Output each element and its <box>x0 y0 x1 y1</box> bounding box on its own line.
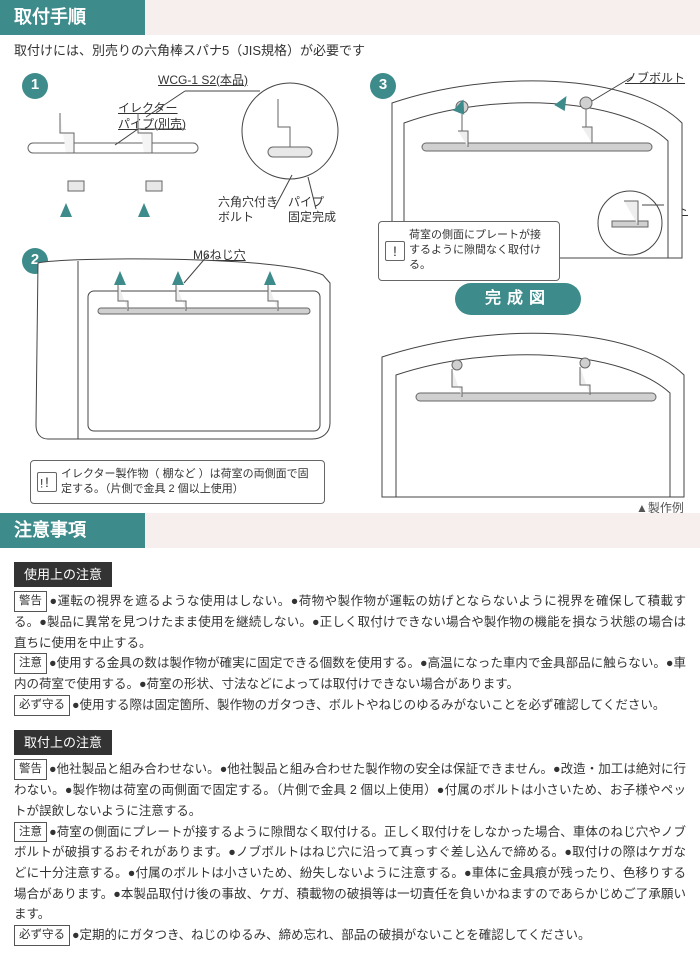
usage-p3: 必ず守る●使用する際は固定箇所、製作物のガタつき、ボルトやねじのゆるみがないこと… <box>14 695 686 716</box>
install-caution-section: 取付上の注意 警告●他社製品と組み合わせない。●他社製品と組み合わせた製作物の安… <box>14 724 686 946</box>
banner-caution: 注意事項 <box>0 513 700 548</box>
usage-p2: 注意●使用する金具の数は製作物が確実に固定できる個数を使用する。●高温になった車… <box>14 653 686 695</box>
tag-must: 必ず守る <box>14 695 70 716</box>
arrow-icon <box>138 203 150 217</box>
step2-callout: ! イレクター製作物（ 棚など ）は荷室の両側面で固定する。（片側で金具 2 個… <box>30 460 325 505</box>
usage-title: 使用上の注意 <box>14 562 112 588</box>
tag-caution: 注意 <box>14 653 47 674</box>
step3-callout-text: 荷室の側面にプレートが接するように隙間なく取付ける。 <box>409 229 541 272</box>
install-p3: 必ず守る●定期的にガタつき、ねじのゆるみ、締め忘れ、部品の破損がないことを確認し… <box>14 925 686 946</box>
install-p2: 注意●荷室の側面にプレートが接するように隙間なく取付ける。正しく取付けをしなかっ… <box>14 822 686 925</box>
warning-icon: ! <box>40 475 43 492</box>
finish-illustration <box>372 319 692 499</box>
step2-callout-text: イレクター製作物（ 棚など ）は荷室の両側面で固定する。（片側で金具 2 個以上… <box>61 468 309 495</box>
install-title: 取付上の注意 <box>14 730 112 756</box>
intro-text: 取付けには、別売りの六角棒スパナ5（JIS規格）が必要です <box>0 35 700 63</box>
diagram-area: 1 WCG-1 S2(本品) イレクター パイプ(別売) 六角穴付き ボルト パ… <box>0 63 700 513</box>
usage-p1: 警告●運転の視界を遮るような使用はしない。●荷物や製作物が運転の妨げとならないよ… <box>14 591 686 653</box>
banner-caution-text: 注意事項 <box>14 520 86 540</box>
banner-install-text: 取付手順 <box>14 7 86 27</box>
banner-install: 取付手順 <box>0 0 700 35</box>
install-p1: 警告●他社製品と組み合わせない。●他社製品と組み合わせた製作物の安全は保証できま… <box>14 759 686 821</box>
arrow-icon <box>264 271 276 285</box>
tag-must: 必ず守る <box>14 925 70 946</box>
tag-warning: 警告 <box>14 591 47 612</box>
arrow-icon <box>114 271 126 285</box>
tag-caution: 注意 <box>14 822 47 843</box>
usage-caution-section: 使用上の注意 警告●運転の視界を遮るような使用はしない。●荷物や製作物が運転の妨… <box>14 556 686 716</box>
finish-pill: 完成図 <box>455 283 581 315</box>
arrow-icon <box>172 271 184 285</box>
tag-warning: 警告 <box>14 759 47 780</box>
arrow-icon <box>60 203 72 217</box>
step2-illustration <box>18 253 348 468</box>
step3-callout: 荷室の側面にプレートが接するように隙間なく取付ける。 <box>378 221 560 281</box>
